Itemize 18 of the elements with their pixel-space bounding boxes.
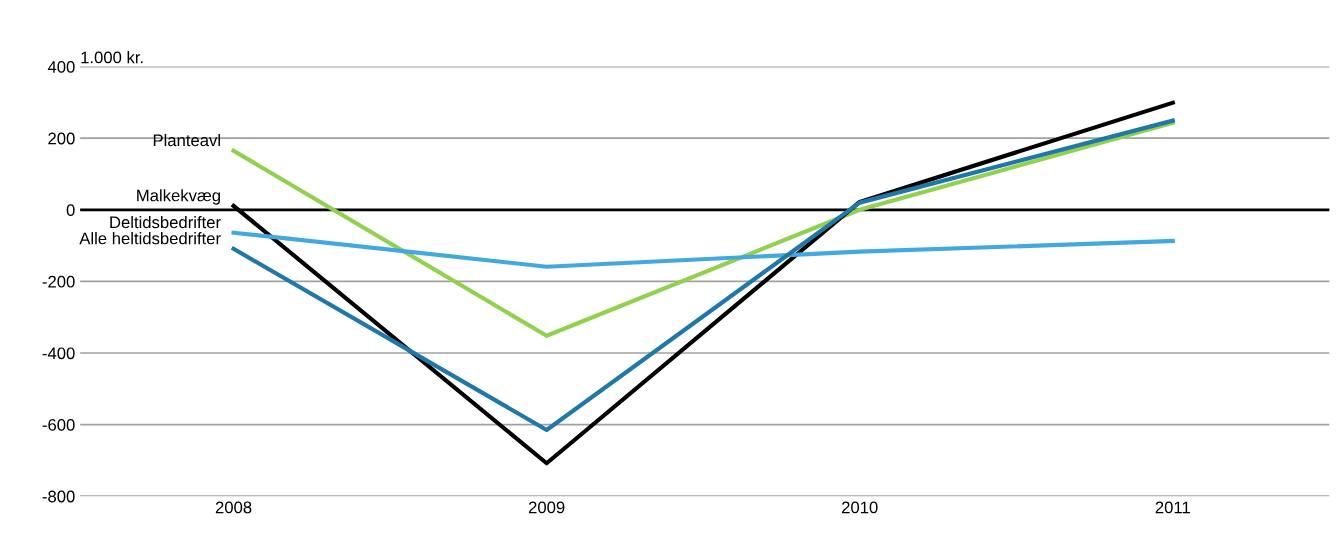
x-tick-label: 2010	[842, 501, 878, 514]
x-tick-label: 2009	[528, 501, 565, 514]
y-tick-label: -200	[42, 275, 75, 288]
series-label: Alle heltidsbedrifter	[79, 232, 221, 245]
y-tick-label: -400	[42, 347, 75, 360]
y-tick-label: 0	[66, 204, 75, 216]
y-tick-label: -600	[42, 418, 75, 431]
y-tick-label: -800	[42, 490, 75, 503]
y-tick-label: 200	[48, 132, 75, 145]
series-label: Deltidsbedrifter	[110, 215, 221, 229]
y-tick-label: 400	[47, 60, 75, 73]
series-label: Malkekvæg	[137, 189, 220, 205]
y-axis-title: 1.000 kr.	[81, 51, 143, 64]
x-tick-label: 2008	[215, 501, 252, 514]
series-label: Planteavl	[153, 134, 220, 147]
line-series	[231, 230, 1175, 269]
x-tick-label: 2011	[1155, 501, 1190, 514]
line-series	[231, 120, 1175, 338]
